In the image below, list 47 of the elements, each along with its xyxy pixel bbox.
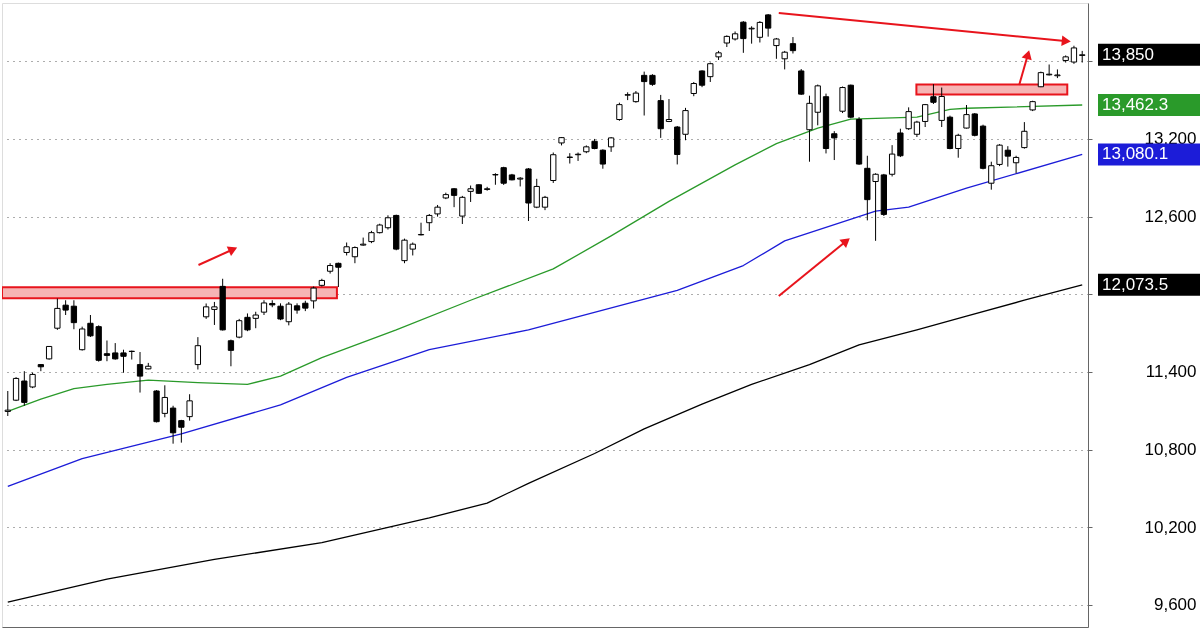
candlestick bbox=[1012, 155, 1020, 174]
y-tick-label: 11,400 bbox=[1145, 362, 1197, 382]
candlestick bbox=[161, 384, 168, 418]
candlestick bbox=[905, 106, 912, 131]
candlestick bbox=[70, 299, 78, 330]
candlestick bbox=[1021, 121, 1028, 150]
text: 13,462.3 bbox=[1102, 94, 1169, 114]
text: 13,850 bbox=[1102, 44, 1154, 64]
candlestick bbox=[756, 20, 764, 43]
candlestick bbox=[484, 186, 491, 192]
candlestick bbox=[417, 222, 425, 236]
candlestick bbox=[888, 144, 896, 177]
candlestick bbox=[955, 133, 962, 159]
candlestick bbox=[988, 161, 995, 191]
line-series bbox=[7, 284, 1083, 603]
candlestick bbox=[293, 302, 301, 315]
candlestick bbox=[136, 351, 144, 394]
candlestick bbox=[450, 187, 458, 208]
candlestick bbox=[227, 339, 235, 367]
candlestick bbox=[566, 152, 573, 165]
candlestick bbox=[996, 143, 1003, 167]
candlestick bbox=[798, 68, 805, 96]
line-series bbox=[7, 153, 1083, 487]
candlestick bbox=[839, 86, 846, 114]
candlestick bbox=[641, 71, 648, 116]
candlestick bbox=[459, 195, 466, 225]
y-tick-label: 10,200 bbox=[1144, 517, 1197, 537]
candlestick bbox=[1070, 45, 1078, 65]
candlestick bbox=[4, 390, 11, 417]
candlestick bbox=[781, 50, 788, 70]
candlestick bbox=[79, 326, 86, 352]
candlestick bbox=[103, 340, 111, 362]
text: 12,073.5 bbox=[1102, 274, 1169, 294]
candlestick bbox=[616, 102, 623, 122]
candlestick bbox=[789, 36, 797, 54]
candlestick bbox=[1046, 63, 1053, 76]
y-tick-label: 10,800 bbox=[1144, 440, 1197, 460]
y-tick-label: 12,600 bbox=[1144, 207, 1197, 227]
y-tick-label: 9,600 bbox=[1153, 595, 1197, 615]
candlestick bbox=[194, 336, 202, 370]
candlestick bbox=[335, 262, 342, 288]
candlestick bbox=[897, 128, 904, 158]
candlestick bbox=[599, 148, 606, 170]
candlestick bbox=[186, 393, 193, 422]
candlestick bbox=[765, 13, 772, 38]
candlestick bbox=[831, 130, 838, 161]
candlestick bbox=[1004, 145, 1011, 168]
